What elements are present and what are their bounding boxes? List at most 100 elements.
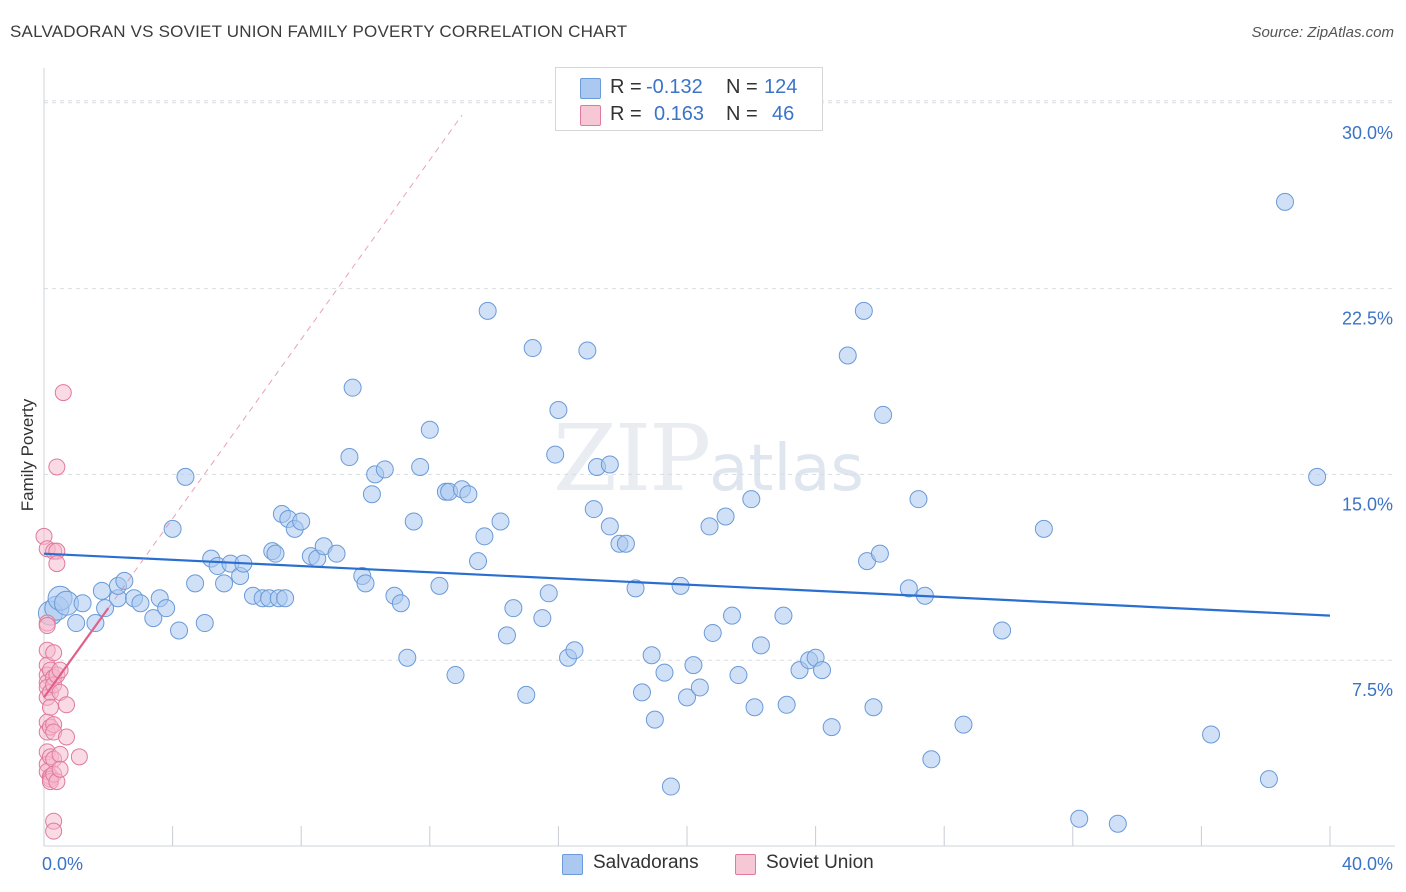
salvadoran-point bbox=[391, 594, 410, 613]
salvadoran-point bbox=[131, 594, 150, 613]
salvadoran-point bbox=[838, 346, 857, 365]
salvadoran-point bbox=[176, 467, 195, 486]
source-credit: Source: ZipAtlas.com bbox=[1251, 24, 1394, 41]
salvadoran-point bbox=[96, 599, 115, 618]
salvadoran-point bbox=[626, 579, 645, 598]
salvadoran-point bbox=[645, 710, 664, 729]
tick-labels: 7.5% 15.0% 22.5% 30.0% 0.0% 40.0% bbox=[42, 123, 1393, 874]
salvadoran-point bbox=[115, 571, 134, 590]
salvadoran-point bbox=[73, 594, 92, 613]
salvadoran-point bbox=[578, 341, 597, 360]
salvadoran-point bbox=[446, 666, 465, 685]
salvadoran-point bbox=[266, 544, 285, 563]
salvadoran-point bbox=[632, 683, 651, 702]
salvadoran-point bbox=[716, 507, 735, 526]
salvadoran-point bbox=[475, 527, 494, 546]
salvadoran-point bbox=[1202, 725, 1221, 744]
salvadoran-point bbox=[1070, 809, 1089, 828]
salvadoran-point bbox=[774, 606, 793, 625]
bottom-legend-swatch-pink bbox=[735, 854, 756, 875]
salvadoran-point bbox=[157, 599, 176, 618]
watermark-atlas: atlas bbox=[709, 432, 864, 506]
legend-n-value: 124 bbox=[764, 76, 798, 98]
salvadoran-point bbox=[678, 688, 696, 707]
salvadoran-point bbox=[690, 678, 709, 697]
salvadoran-point bbox=[517, 685, 536, 704]
salvadoran-point bbox=[655, 663, 674, 682]
salvadoran-point bbox=[671, 576, 690, 595]
salvadoran-point bbox=[616, 534, 635, 553]
salvadoran-point bbox=[523, 339, 542, 358]
legend-r-value: 0.163 bbox=[654, 103, 705, 125]
legend-r-label: R = bbox=[610, 76, 642, 98]
y-tick-label: 7.5% bbox=[1352, 680, 1393, 700]
salvadoran-point bbox=[751, 636, 770, 655]
salvadoran-point bbox=[777, 695, 796, 714]
salvadoran-point bbox=[1275, 192, 1294, 211]
salvadoran-point bbox=[343, 378, 362, 397]
salvadorans-trend-line bbox=[43, 552, 1331, 617]
soviet-union-point bbox=[38, 617, 56, 635]
soviet-union-point bbox=[45, 822, 63, 840]
watermark-zip: ZIP bbox=[553, 405, 711, 512]
soviet-union-point bbox=[51, 760, 69, 778]
salvadoran-point bbox=[864, 698, 883, 717]
soviet-union-point bbox=[58, 696, 76, 714]
legend-n-value: 46 bbox=[772, 103, 795, 125]
soviet-union-point bbox=[48, 458, 66, 476]
salvadoran-point bbox=[144, 609, 163, 628]
y-tick-label: 15.0% bbox=[1342, 494, 1393, 514]
salvadoran-point bbox=[362, 485, 381, 504]
salvadoran-point bbox=[700, 517, 719, 536]
salvadoran-point bbox=[186, 574, 205, 593]
legend-r-value: -0.132 bbox=[646, 76, 703, 98]
salvadoran-point bbox=[813, 661, 832, 680]
salvadoran-point bbox=[642, 646, 661, 665]
salvadoran-point bbox=[375, 460, 394, 479]
salvadoran-point bbox=[459, 485, 478, 504]
salvadoran-point bbox=[1034, 519, 1053, 538]
correlation-legend: R = -0.132 N = 124 R = 0.163 N = 46 bbox=[555, 67, 823, 131]
salvadoran-point bbox=[584, 500, 603, 519]
salvadoran-point bbox=[195, 614, 214, 633]
soviet-union-points bbox=[35, 384, 88, 840]
salvadoran-point bbox=[491, 512, 510, 531]
salvadoran-point bbox=[404, 512, 423, 531]
salvadoran-point bbox=[546, 445, 565, 464]
x-tick-label: 0.0% bbox=[42, 854, 83, 874]
salvadoran-point bbox=[1108, 814, 1127, 833]
salvadoran-point bbox=[822, 718, 841, 737]
salvadoran-point bbox=[549, 400, 568, 419]
axes bbox=[43, 68, 1395, 847]
salvadoran-point bbox=[742, 490, 761, 509]
legend-r-label: R = bbox=[610, 103, 642, 125]
salvadoran-point bbox=[504, 599, 523, 618]
salvadoran-point bbox=[922, 750, 941, 769]
soviet-union-point bbox=[54, 384, 72, 402]
salvadoran-point bbox=[170, 621, 189, 640]
salvadoran-point bbox=[420, 420, 439, 439]
y-axis-label: Family Poverty bbox=[18, 398, 37, 512]
salvadoran-point bbox=[993, 621, 1012, 640]
salvadoran-point bbox=[163, 519, 182, 538]
bottom-legend-label: Soviet Union bbox=[766, 852, 874, 873]
salvadoran-point bbox=[600, 455, 619, 474]
legend-swatch-blue bbox=[580, 78, 601, 99]
soviet-union-point bbox=[45, 644, 63, 662]
salvadoran-point bbox=[899, 579, 918, 598]
salvadoran-point bbox=[430, 576, 449, 595]
salvadoran-point bbox=[539, 584, 558, 603]
salvadoran-point bbox=[276, 589, 295, 608]
soviet-union-point bbox=[58, 728, 76, 746]
salvadoran-point bbox=[1259, 770, 1278, 789]
soviet-union-trend-extension bbox=[107, 114, 463, 609]
bottom-legend-swatch-blue bbox=[562, 854, 583, 875]
salvadoran-point bbox=[745, 698, 764, 717]
salvadoran-point bbox=[411, 457, 430, 476]
legend-n-label: N = bbox=[726, 103, 758, 125]
salvadoran-point bbox=[92, 581, 111, 600]
salvadoran-point bbox=[874, 405, 893, 424]
y-tick-label: 30.0% bbox=[1342, 123, 1393, 143]
salvadoran-point bbox=[870, 544, 889, 563]
legend-n-label: N = bbox=[726, 76, 758, 98]
